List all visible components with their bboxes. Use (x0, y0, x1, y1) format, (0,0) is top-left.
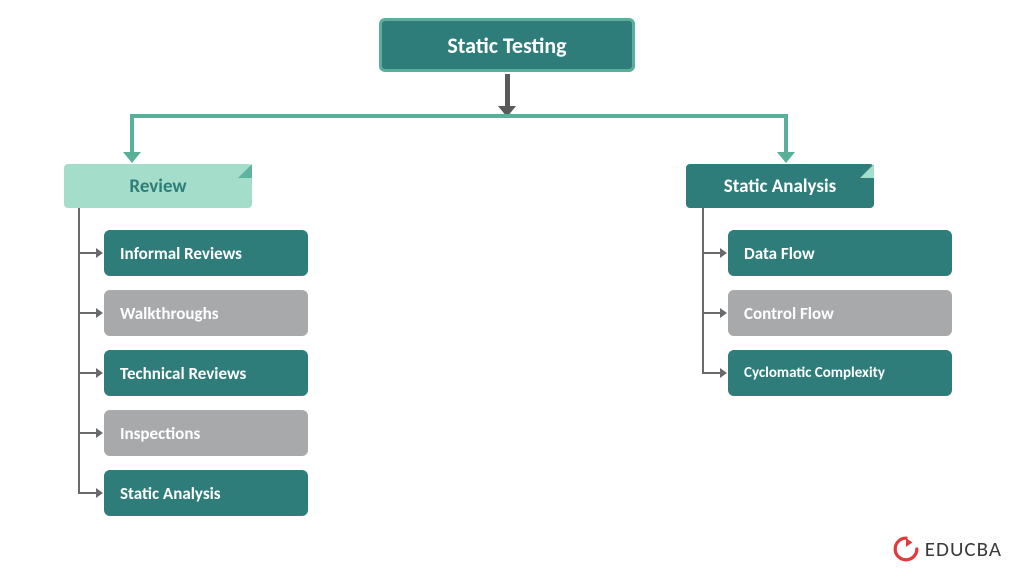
root-arrow-stem (505, 74, 510, 108)
leaf-arrow-1-2 (720, 368, 727, 378)
branch-stem-1 (784, 114, 788, 154)
leaf-node-0-4: Static Analysis (104, 470, 308, 516)
leaf-arrow-1-1 (720, 308, 727, 318)
leaf-connector-1-2 (702, 372, 722, 374)
branch-arrow-head-0 (123, 152, 141, 163)
logo-mark-icon (893, 536, 919, 562)
brand-logo: EDUCBA (893, 536, 1002, 562)
leaf-arrow-0-0 (96, 248, 103, 258)
leaf-connector-0-4 (78, 492, 98, 494)
leaf-arrow-0-1 (96, 308, 103, 318)
logo-text: EDUCBA (925, 536, 1002, 562)
leaf-arrow-1-0 (720, 248, 727, 258)
category-node-1: Static Analysis (686, 164, 874, 208)
leaf-node-1-0: Data Flow (728, 230, 952, 276)
category-fold-1 (860, 164, 874, 178)
category-fold-0 (238, 164, 252, 178)
leaf-node-0-3: Inspections (104, 410, 308, 456)
leaf-connector-0-0 (78, 252, 98, 254)
leaf-node-0-2: Technical Reviews (104, 350, 308, 396)
leaf-arrow-0-3 (96, 428, 103, 438)
category-node-0: Review (64, 164, 252, 208)
leaf-node-0-1: Walkthroughs (104, 290, 308, 336)
leaf-arrow-0-2 (96, 368, 103, 378)
category-stem-0 (78, 208, 80, 493)
hbar (130, 114, 788, 118)
leaf-connector-1-0 (702, 252, 722, 254)
leaf-connector-0-1 (78, 312, 98, 314)
leaf-connector-0-2 (78, 372, 98, 374)
leaf-node-1-2: Cyclomatic Complexity (728, 350, 952, 396)
category-stem-1 (702, 208, 704, 373)
leaf-arrow-0-4 (96, 488, 103, 498)
leaf-connector-1-1 (702, 312, 722, 314)
leaf-node-0-0: Informal Reviews (104, 230, 308, 276)
branch-arrow-head-1 (777, 152, 795, 163)
leaf-node-1-1: Control Flow (728, 290, 952, 336)
root-node: Static Testing (379, 18, 635, 72)
leaf-connector-0-3 (78, 432, 98, 434)
branch-stem-0 (130, 114, 134, 154)
